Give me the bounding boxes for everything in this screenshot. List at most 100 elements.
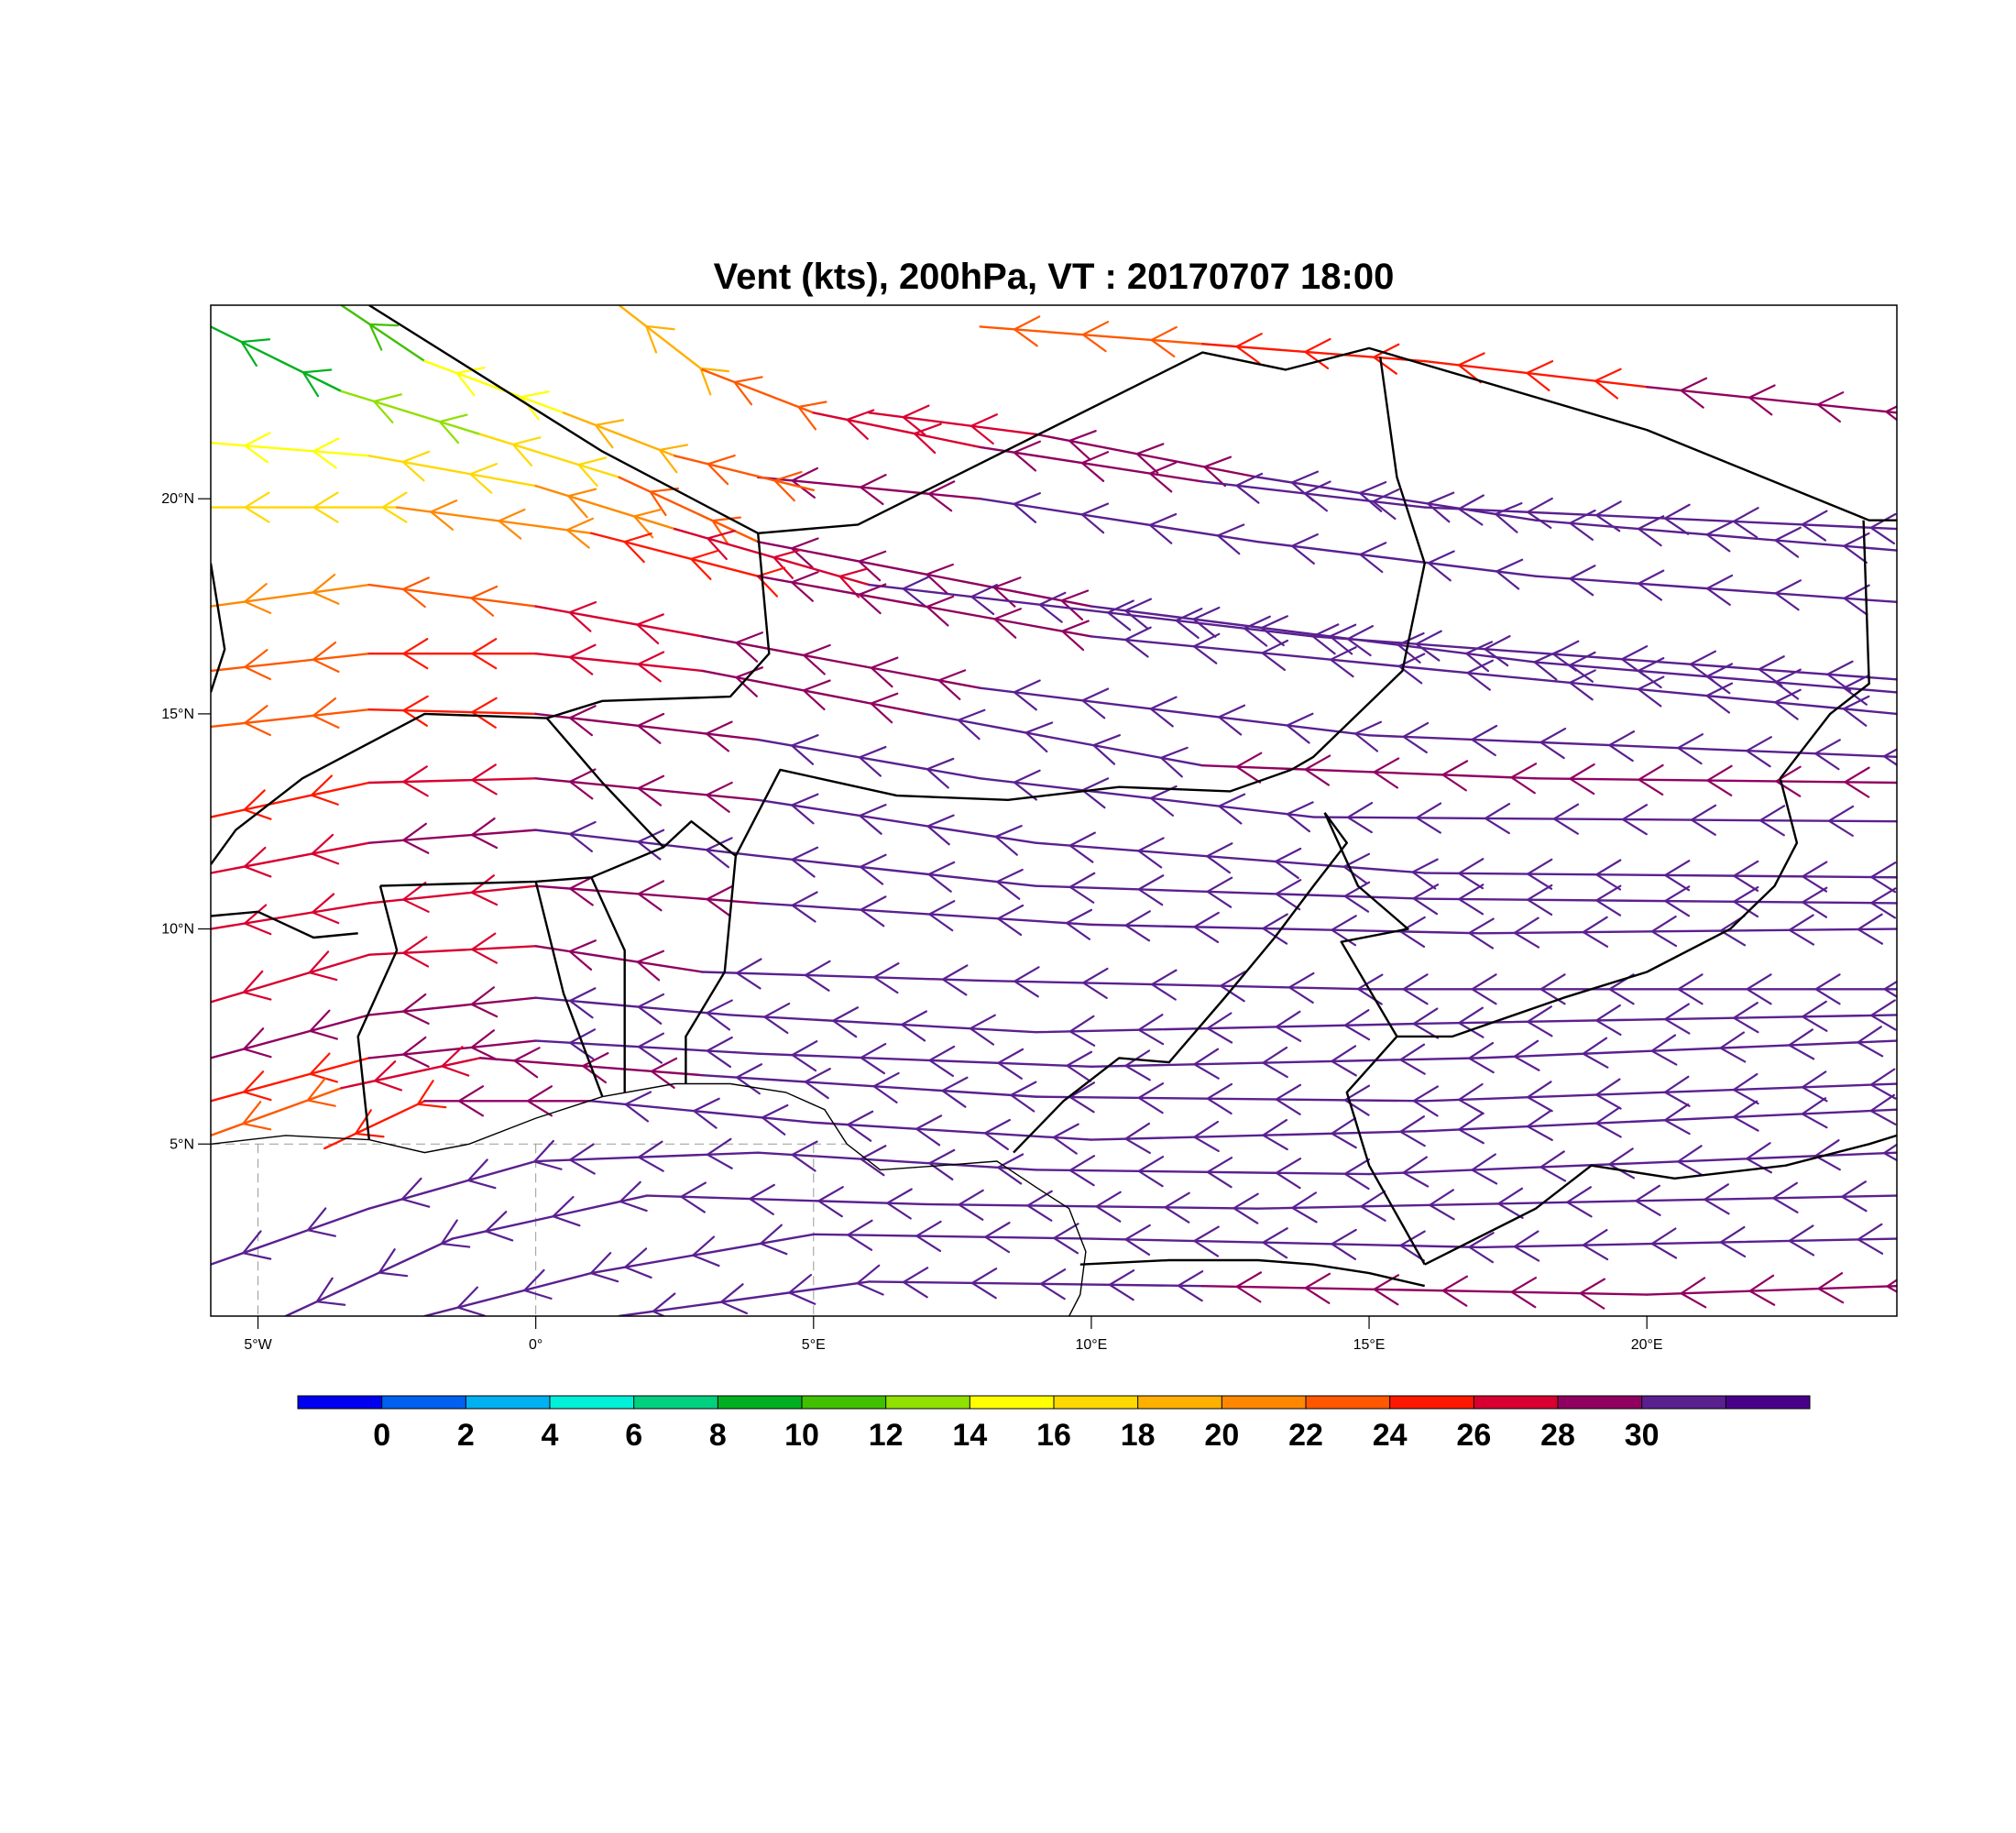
colorbar-swatch (550, 1396, 635, 1409)
colorbar-swatch (885, 1396, 970, 1409)
wind-arrow (401, 450, 431, 482)
streamline-segment (701, 1073, 1037, 1098)
wind-arrow (1526, 1109, 1553, 1141)
streamline-segment (701, 971, 981, 982)
wind-arrow (1719, 1225, 1747, 1258)
streamline-segment (534, 605, 704, 638)
wind-arrow (243, 846, 272, 878)
wind-arrow (735, 1063, 763, 1095)
streamline-segment (1479, 1237, 1897, 1249)
wind-arrow (244, 583, 272, 614)
graticule (211, 1143, 848, 1316)
wind-arrow (1038, 591, 1067, 623)
wind-arrow (1638, 569, 1665, 601)
streamline-segment (1035, 841, 1426, 874)
wind-arrow (1458, 1006, 1485, 1038)
wind-arrow (1399, 1043, 1426, 1075)
wind-arrow (1220, 971, 1246, 1003)
wind-arrow (312, 641, 340, 674)
streamline-segment (1035, 884, 1426, 900)
wind-arrow (1262, 913, 1288, 945)
wind-arrow (633, 508, 663, 539)
wind-arrow (1841, 1180, 1868, 1213)
lat-tick-label: 20°N (161, 491, 194, 507)
wind-arrow (1124, 910, 1151, 942)
border-ivorycoast-liberia (211, 910, 358, 939)
wind-arrow (402, 936, 430, 968)
streamline-segment (367, 996, 537, 1016)
wind-arrow (243, 1027, 272, 1059)
wind-arrow (1748, 384, 1776, 416)
wind-arrow (1775, 765, 1802, 797)
colorbar-swatch (633, 1396, 718, 1409)
wind-arrow (1149, 785, 1178, 817)
streamline-segment (1479, 927, 1897, 935)
wind-arrow (900, 1010, 928, 1042)
wind-arrow (1527, 1005, 1553, 1037)
wind-arrow (984, 1222, 1011, 1254)
wind-arrow (927, 861, 956, 893)
wind-arrow (970, 413, 998, 445)
wind-arrow (637, 880, 665, 912)
wind-arrow (568, 987, 597, 1019)
wind-arrow (309, 1009, 338, 1040)
streamline-segment (979, 445, 1204, 483)
streamline-segment (211, 1057, 370, 1103)
streamline-segment (534, 652, 704, 673)
wind-arrow (1594, 1106, 1622, 1138)
wind-arrow (1539, 973, 1566, 1005)
wind-arrow (1412, 1007, 1440, 1039)
wind-arrow (790, 537, 819, 569)
wind-arrow (1137, 837, 1165, 869)
wind-arrow (996, 868, 1024, 900)
wind-arrow (1124, 1224, 1151, 1257)
wind-arrow (1052, 1123, 1079, 1155)
colorbar-swatch (1389, 1396, 1474, 1409)
wind-arrow (1013, 769, 1041, 801)
lon-tick-label: 10°E (1075, 1337, 1107, 1353)
wind-arrow (244, 705, 271, 737)
streamline-segment (1479, 1039, 1897, 1059)
wind-arrow (1066, 1050, 1093, 1082)
wind-arrow (690, 549, 719, 580)
wind-arrow (1346, 625, 1375, 657)
wind-arrow (680, 1181, 707, 1213)
streamline-segment (284, 1237, 454, 1316)
streamline-segment (534, 884, 760, 905)
colorbar-label: 14 (952, 1418, 987, 1453)
wind-arrow (1303, 480, 1331, 512)
wind-arrow (470, 1029, 499, 1061)
wind-arrow (1869, 1093, 1897, 1125)
wind-arrow (1704, 1183, 1730, 1215)
streamline-segment (1423, 1082, 1897, 1103)
wind-arrow (1275, 1010, 1302, 1042)
streamline-segment (645, 1194, 926, 1206)
wind-arrow (706, 1036, 733, 1069)
wind-arrow (243, 789, 272, 820)
streamline-segment (756, 540, 1093, 608)
boundaries (211, 305, 1897, 1316)
wind-arrow (526, 1085, 553, 1117)
wind-arrow (1677, 1145, 1704, 1177)
wind-arrow (858, 745, 887, 777)
wind-arrow (312, 573, 340, 605)
wind-arrow (1360, 1190, 1386, 1222)
wind-arrow (860, 1145, 887, 1177)
wind-arrow (1594, 1078, 1622, 1110)
wind-arrow (1244, 615, 1271, 647)
wind-arrow (1235, 1271, 1263, 1303)
streamline-segment (367, 708, 537, 716)
wind-arrow (1870, 999, 1897, 1031)
wind-arrow (1304, 337, 1331, 369)
wind-arrow (1124, 1049, 1151, 1081)
streamline-segment (367, 777, 537, 785)
wind-arrow (1594, 368, 1622, 400)
wind-arrow (1354, 720, 1382, 752)
wind-arrow (1402, 973, 1429, 1005)
wind-arrow (1663, 1103, 1691, 1136)
streamline-segment (340, 1057, 482, 1090)
wind-arrow (1233, 1192, 1259, 1224)
wind-arrow (242, 970, 272, 1001)
colorbar-label: 8 (709, 1418, 727, 1453)
wind-arrow (1013, 679, 1041, 711)
